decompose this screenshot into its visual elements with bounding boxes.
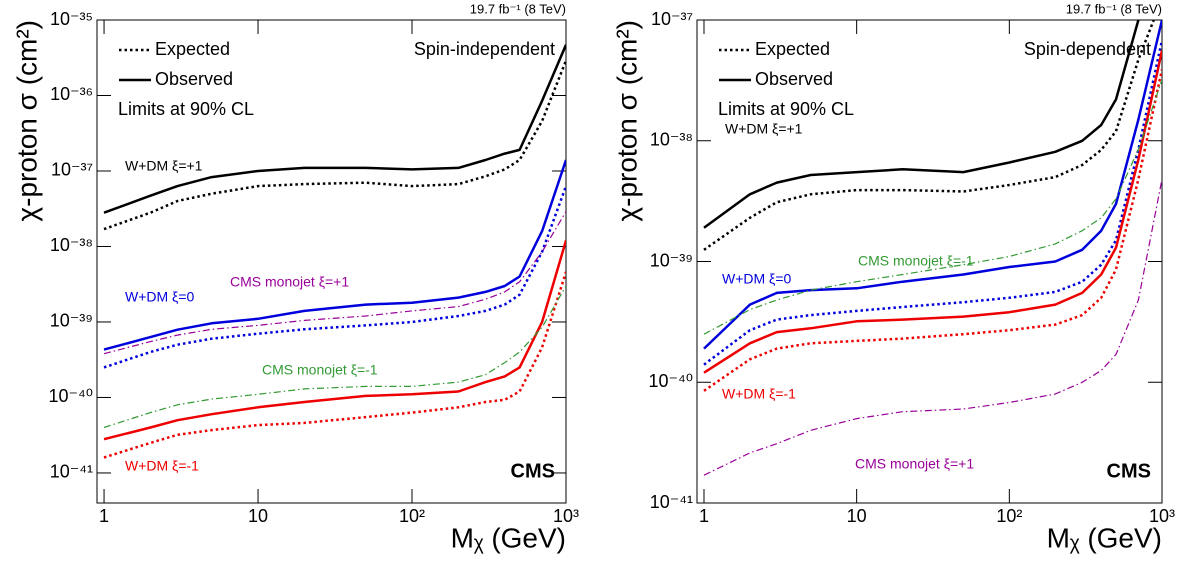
annotation: CMS: [511, 460, 555, 482]
x-axis-label: Mᵪ (GeV): [1047, 522, 1162, 553]
x-tick-label: 10³: [553, 506, 579, 526]
curve: [103, 211, 566, 355]
x-tick-label: 10: [847, 506, 867, 526]
curve: [703, 20, 1140, 229]
curve: [703, 79, 1162, 335]
curve: [703, 20, 1162, 350]
curve: [103, 60, 566, 231]
y-tick-label: 10⁻³⁸: [50, 235, 93, 255]
y-tick-label: 10⁻³⁶: [50, 84, 93, 104]
legend-label: Expected: [155, 39, 230, 59]
curve-label: CMS monojet ξ=-1: [262, 362, 378, 378]
curve-label: W+DM ξ=0: [125, 289, 194, 305]
curve: [103, 159, 566, 351]
x-tick-label: 10: [248, 506, 268, 526]
curve: [703, 69, 1162, 392]
panel: 1 10 10² 10³ 10⁻⁴¹ 10⁻⁴⁰ 10⁻³⁹ 10⁻³⁸ 10⁻³⁷ 10⁻³⁶ 1…: [11, 1, 579, 553]
curve: [103, 271, 566, 459]
y-tick-label: 10⁻⁴¹: [650, 492, 693, 512]
curve-label: W+DM ξ=-1: [125, 458, 199, 474]
x-tick-label: 10²: [996, 506, 1022, 526]
legend-label: Observed: [155, 69, 233, 89]
x-tick-label: 10³: [1149, 506, 1175, 526]
annotation: Limits at 90% CL: [718, 99, 854, 119]
plot-lines: [103, 44, 566, 459]
curve-label: CMS monojet ξ=-1: [858, 253, 974, 269]
curve: [703, 20, 1156, 251]
annotation: Spin-independent: [414, 39, 555, 59]
plot-frame: [96, 19, 567, 504]
y-axis-label: χ-proton σ (cm²): [611, 20, 642, 222]
y-tick-label: 10⁻³⁷: [51, 160, 93, 180]
curve: [103, 240, 566, 441]
y-tick-label: 10⁻⁴⁰: [649, 371, 693, 391]
y-tick-label: 10⁻³⁷: [651, 9, 693, 29]
curve-label: W+DM ξ=+1: [725, 121, 803, 137]
curve: [103, 185, 566, 369]
curve: [703, 39, 1162, 366]
header-right: 19.7 fb⁻¹ (8 TeV): [1066, 1, 1162, 16]
legend-label: Observed: [755, 69, 833, 89]
curve-label: W+DM ξ=0: [722, 271, 791, 287]
legend-label: Expected: [755, 39, 830, 59]
y-tick-label: 10⁻³⁵: [50, 9, 93, 29]
y-tick-label: 10⁻³⁸: [650, 130, 693, 150]
x-tick-label: 1: [699, 506, 709, 526]
y-axis-label: χ-proton σ (cm²): [11, 20, 42, 222]
y-tick-label: 10⁻³⁹: [650, 250, 693, 270]
x-tick-label: 1: [99, 506, 109, 526]
curve-label: W+DM ξ=-1: [722, 386, 796, 402]
y-tick-label: 10⁻⁴⁰: [49, 386, 93, 406]
curve: [703, 50, 1162, 374]
annotation: Spin-dependent: [1024, 39, 1151, 59]
curve: [703, 179, 1162, 476]
plot-lines: [703, 20, 1162, 476]
panel: 1 10 10² 10³ 10⁻⁴¹ 10⁻⁴⁰ 10⁻³⁹ 10⁻³⁸ 10⁻³⁷ W+DM ξ…: [611, 1, 1175, 553]
curve: [103, 285, 566, 429]
x-axis-label: Mᵪ (GeV): [451, 522, 566, 553]
curve: [103, 44, 566, 214]
annotation: Limits at 90% CL: [118, 99, 254, 119]
curve-label: W+DM ξ=+1: [125, 158, 203, 174]
curve-label: CMS monojet ξ=+1: [230, 274, 349, 290]
header-right: 19.7 fb⁻¹ (8 TeV): [470, 1, 566, 16]
annotation: CMS: [1107, 460, 1151, 482]
x-tick-label: 10²: [399, 506, 425, 526]
y-tick-label: 10⁻³⁹: [50, 311, 93, 331]
y-tick-label: 10⁻⁴¹: [50, 462, 93, 482]
curve-label: CMS monojet ξ=+1: [855, 456, 974, 472]
